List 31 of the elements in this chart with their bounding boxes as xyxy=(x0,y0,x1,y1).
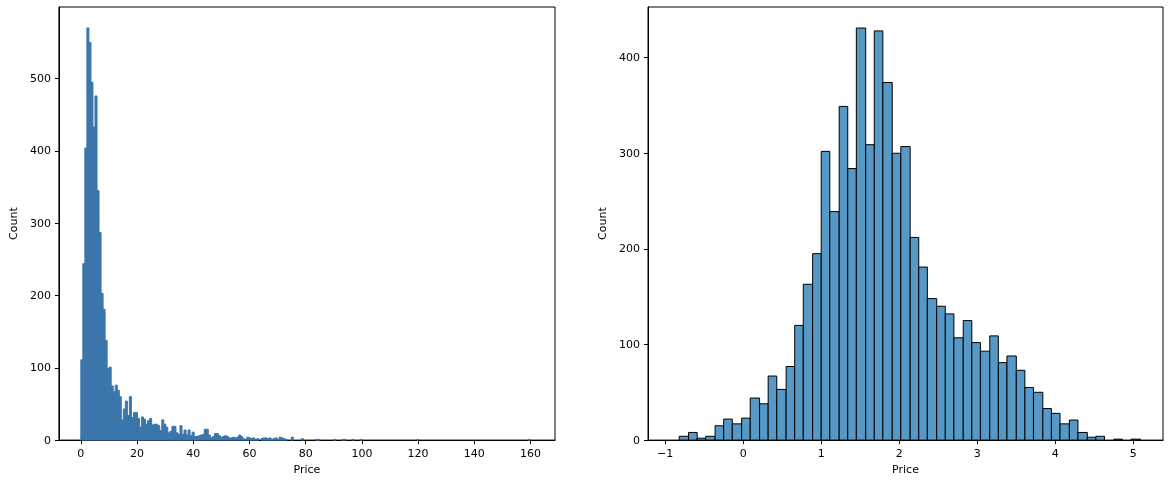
x-tick-label: 0 xyxy=(739,447,747,461)
x-tick-label: 20 xyxy=(130,447,145,461)
x-tick-label: 5 xyxy=(1129,447,1137,461)
x-axis-title: Price xyxy=(892,463,920,476)
y-tick-label: 300 xyxy=(619,146,640,160)
y-tick-label: 200 xyxy=(619,242,640,256)
y-tick-label: 500 xyxy=(29,72,51,86)
x-tick-label: 100 xyxy=(351,447,373,461)
x-tick-label: 120 xyxy=(407,447,429,461)
y-tick-label: 0 xyxy=(633,433,640,447)
x-tick-label: 4 xyxy=(1051,447,1059,461)
x-tick-label: 60 xyxy=(242,447,257,461)
y-axis-title: Count xyxy=(7,206,20,240)
x-tick-label: 3 xyxy=(973,447,981,461)
y-tick-label: 400 xyxy=(619,51,640,65)
x-tick-label: −1 xyxy=(657,447,674,461)
x-tick-label: 40 xyxy=(186,447,201,461)
x-tick-label: 1 xyxy=(817,447,825,461)
y-tick-label: 100 xyxy=(619,337,640,351)
x-tick-label: 160 xyxy=(520,447,542,461)
y-axis-title: Count xyxy=(596,206,610,240)
y-tick-label: 400 xyxy=(29,144,51,158)
x-tick-label: 2 xyxy=(895,447,903,461)
y-tick-label: 300 xyxy=(29,216,51,230)
x-tick-label: 140 xyxy=(463,447,485,461)
y-tick-label: 200 xyxy=(29,288,51,302)
y-tick-label: 100 xyxy=(29,361,51,375)
x-axis-title: Price xyxy=(293,463,321,476)
x-tick-label: 80 xyxy=(298,447,313,461)
x-tick-label: 0 xyxy=(77,447,85,461)
y-tick-label: 0 xyxy=(43,433,51,447)
